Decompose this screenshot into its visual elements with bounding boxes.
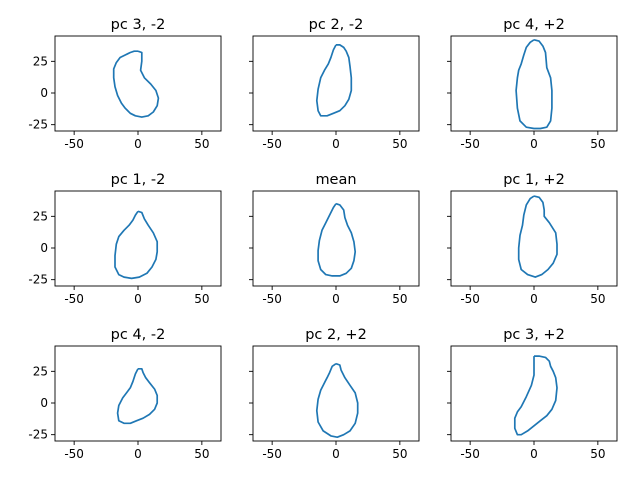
plot-frame (252, 35, 420, 132)
x-tick-label: -50 (460, 137, 480, 151)
plot-frame (252, 345, 420, 442)
x-tick-label: 50 (194, 137, 209, 151)
shape-outline-line (315, 44, 353, 117)
subplot-title: pc 4, +2 (503, 17, 565, 33)
plot-frame (54, 345, 222, 442)
subplot-2: pc 2, -2 -50 0 50 (249, 17, 420, 151)
plot-frame (450, 190, 618, 287)
y-tick-label: -25 (28, 118, 48, 132)
y-tick-label: -25 (28, 273, 48, 287)
x-tick-label: 50 (392, 137, 407, 151)
y-tick-label: -25 (28, 428, 48, 442)
x-tick-label: -50 (460, 292, 480, 306)
x-tick-label: -50 (64, 292, 84, 306)
subplot-8: pc 2, +2 -50 0 50 (249, 327, 420, 461)
x-tick-label: 0 (332, 447, 340, 461)
x-tick-label: 50 (194, 292, 209, 306)
subplot-title: pc 1, +2 (503, 172, 565, 188)
x-tick-label: 50 (590, 137, 605, 151)
subplot-title: pc 2, +2 (305, 327, 367, 343)
x-tick-label: -50 (460, 447, 480, 461)
x-tick-label: -50 (64, 447, 84, 461)
y-tick-label: 25 (33, 209, 48, 223)
shape-outline-line (114, 210, 159, 280)
x-tick-label: 50 (194, 447, 209, 461)
subplot-title: pc 2, -2 (309, 17, 364, 33)
x-tick-label: 50 (590, 447, 605, 461)
x-tick-label: 0 (530, 447, 538, 461)
plot-frame (252, 190, 420, 287)
subplot-9: pc 3, +2 -50 0 50 (447, 327, 618, 461)
y-tick-label: 0 (40, 86, 48, 100)
subplot-7: pc 4, -2 -50 0 50 25 0 -25 (28, 327, 222, 461)
y-tick-label: 0 (40, 241, 48, 255)
x-tick-label: 50 (392, 292, 407, 306)
shape-outline-line (315, 362, 359, 439)
y-tick-label: 25 (33, 364, 48, 378)
plot-frame (54, 190, 222, 287)
x-tick-label: 0 (134, 447, 142, 461)
x-tick-label: 50 (392, 447, 407, 461)
x-tick-label: -50 (64, 137, 84, 151)
shape-outline-line (317, 202, 357, 277)
subplot-title: pc 1, -2 (111, 172, 166, 188)
x-tick-label: 0 (530, 292, 538, 306)
subplot-title: pc 3, -2 (111, 17, 166, 33)
y-tick-label: 25 (33, 54, 48, 68)
shape-outline-line (116, 367, 159, 425)
subplot-title: pc 3, +2 (503, 327, 565, 343)
x-tick-label: -50 (262, 292, 282, 306)
subplot-3: pc 4, +2 -50 0 50 (447, 17, 618, 151)
subplot-4: pc 1, -2 -50 0 50 25 0 -25 (28, 172, 222, 306)
plot-frame (450, 35, 618, 132)
shape-outline-line (112, 50, 160, 118)
subplot-title: mean (315, 172, 356, 188)
shape-outline-line (517, 195, 558, 278)
x-tick-label: -50 (262, 447, 282, 461)
y-tick-label: 0 (40, 396, 48, 410)
x-tick-label: 0 (134, 137, 142, 151)
x-tick-label: -50 (262, 137, 282, 151)
subplot-6: pc 1, +2 -50 0 50 (447, 172, 618, 306)
x-tick-label: 0 (134, 292, 142, 306)
subplot-1: pc 3, -2 -50 0 50 25 0 -25 (28, 17, 222, 151)
subplot-5: mean -50 0 50 (249, 172, 420, 306)
x-tick-label: 0 (332, 137, 340, 151)
x-tick-label: 0 (332, 292, 340, 306)
subplot-title: pc 4, -2 (111, 327, 166, 343)
x-tick-label: 0 (530, 137, 538, 151)
shape-outline-line (513, 355, 558, 436)
x-tick-label: 50 (590, 292, 605, 306)
shape-outline-line (515, 38, 553, 130)
